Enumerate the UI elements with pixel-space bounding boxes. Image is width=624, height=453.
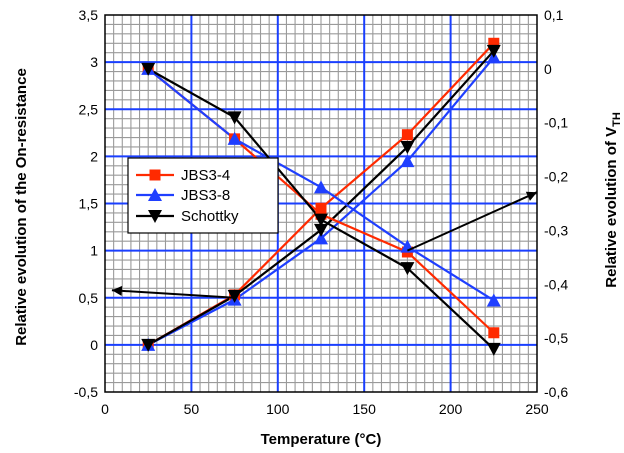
y-right-axis-label-sub: TH [611, 112, 623, 127]
y-right-tick-label: 0,1 [544, 7, 564, 23]
arrow-to-right-axis-head [525, 191, 537, 201]
y-right-tick-label: -0,6 [544, 384, 568, 400]
y-right-tick-labels: -0,6 -0,5 -0,4 -0,3 -0,2 -0,1 0 0,1 [544, 7, 568, 400]
plot-frame [104, 14, 538, 393]
y-left-tick-label: 0,5 [79, 290, 99, 306]
y-left-tick-label: 0 [90, 337, 98, 353]
data-point-schottky-left [400, 140, 415, 154]
legend-marker-schottky [148, 210, 162, 223]
y-left-tick-label: -0,5 [74, 384, 98, 400]
arrow-to-right-axis-shaft [406, 191, 538, 252]
legend-marker-jbs3-8 [148, 188, 162, 201]
y-right-tick-label: -0,5 [544, 330, 568, 346]
arrow-to-left-axis-head [111, 285, 123, 296]
x-tick-labels: 0 50 100 150 200 250 [101, 401, 549, 417]
data-point-schottky-right [227, 111, 242, 125]
y-left-axis-label: Relative evolution of the On-resistance [13, 68, 30, 346]
x-tick-label: 0 [101, 401, 109, 417]
data-point-schottky-right [314, 213, 328, 227]
y-left-tick-labels: -0,5 0 0,5 1 1,5 2 2,5 3 3,5 [74, 7, 98, 400]
data-point-jbs3-8-right [314, 180, 328, 194]
legend-item-schottky: Schottky [136, 208, 239, 225]
legend-label-schottky: Schottky [181, 208, 239, 225]
data-point-jbs3-8-left [400, 154, 415, 168]
data-point-schottky-right [486, 342, 501, 356]
data-point-schottky-left [141, 338, 156, 352]
y-left-tick-label: 3,5 [79, 7, 99, 23]
data-point-schottky-left [227, 289, 242, 303]
legend-item-jbs3-8: JBS3-8 [136, 187, 230, 204]
x-tick-label: 250 [525, 401, 549, 417]
arrow-to-left-axis-shaft [111, 289, 235, 299]
y-right-axis-label: Relative evolution of VTH [603, 112, 623, 288]
y-right-tick-label: 0 [544, 61, 552, 77]
legend: JBS3-4 JBS3-8 Schottky [127, 157, 279, 234]
legend-item-jbs3-4: JBS3-4 [136, 167, 230, 184]
data-point-schottky-right [400, 262, 415, 276]
y-left-tick-label: 2,5 [79, 101, 99, 117]
y-right-tick-label: -0,4 [544, 276, 568, 292]
y-left-tick-label: 3 [90, 54, 98, 70]
x-tick-label: 200 [439, 401, 463, 417]
data-point-jbs3-8-right [227, 131, 242, 145]
data-point-schottky-left [314, 223, 328, 237]
data-point-jbs3-4-right [488, 327, 500, 339]
x-tick-label: 150 [353, 401, 377, 417]
data-point-schottky-left [486, 44, 501, 58]
y-right-tick-label: -0,3 [544, 222, 568, 238]
y-right-axis-label-main: Relative evolution of V [603, 127, 620, 288]
data-point-jbs3-4-left [315, 202, 327, 214]
x-tick-label: 50 [184, 401, 200, 417]
x-tick-label: 100 [266, 401, 290, 417]
y-right-tick-label: -0,2 [544, 169, 568, 185]
legend-label-jbs3-8: JBS3-8 [181, 187, 230, 204]
data-point-jbs3-4-left [488, 37, 500, 49]
data-point-jbs3-4-left [401, 129, 413, 141]
series-markers [141, 37, 501, 356]
y-left-tick-label: 2 [90, 148, 98, 164]
x-axis-label: Temperature (°C) [261, 431, 382, 448]
data-point-schottky-right [141, 62, 156, 76]
y-left-tick-label: 1 [90, 243, 98, 259]
y-right-tick-label: -0,1 [544, 115, 568, 131]
data-point-jbs3-8-left [314, 231, 328, 245]
axis-arrows [111, 191, 538, 299]
legend-marker-jbs3-4 [149, 169, 161, 181]
data-point-jbs3-8-right [486, 293, 501, 307]
legend-label-jbs3-4: JBS3-4 [181, 167, 230, 184]
y-left-tick-label: 1,5 [79, 196, 99, 212]
